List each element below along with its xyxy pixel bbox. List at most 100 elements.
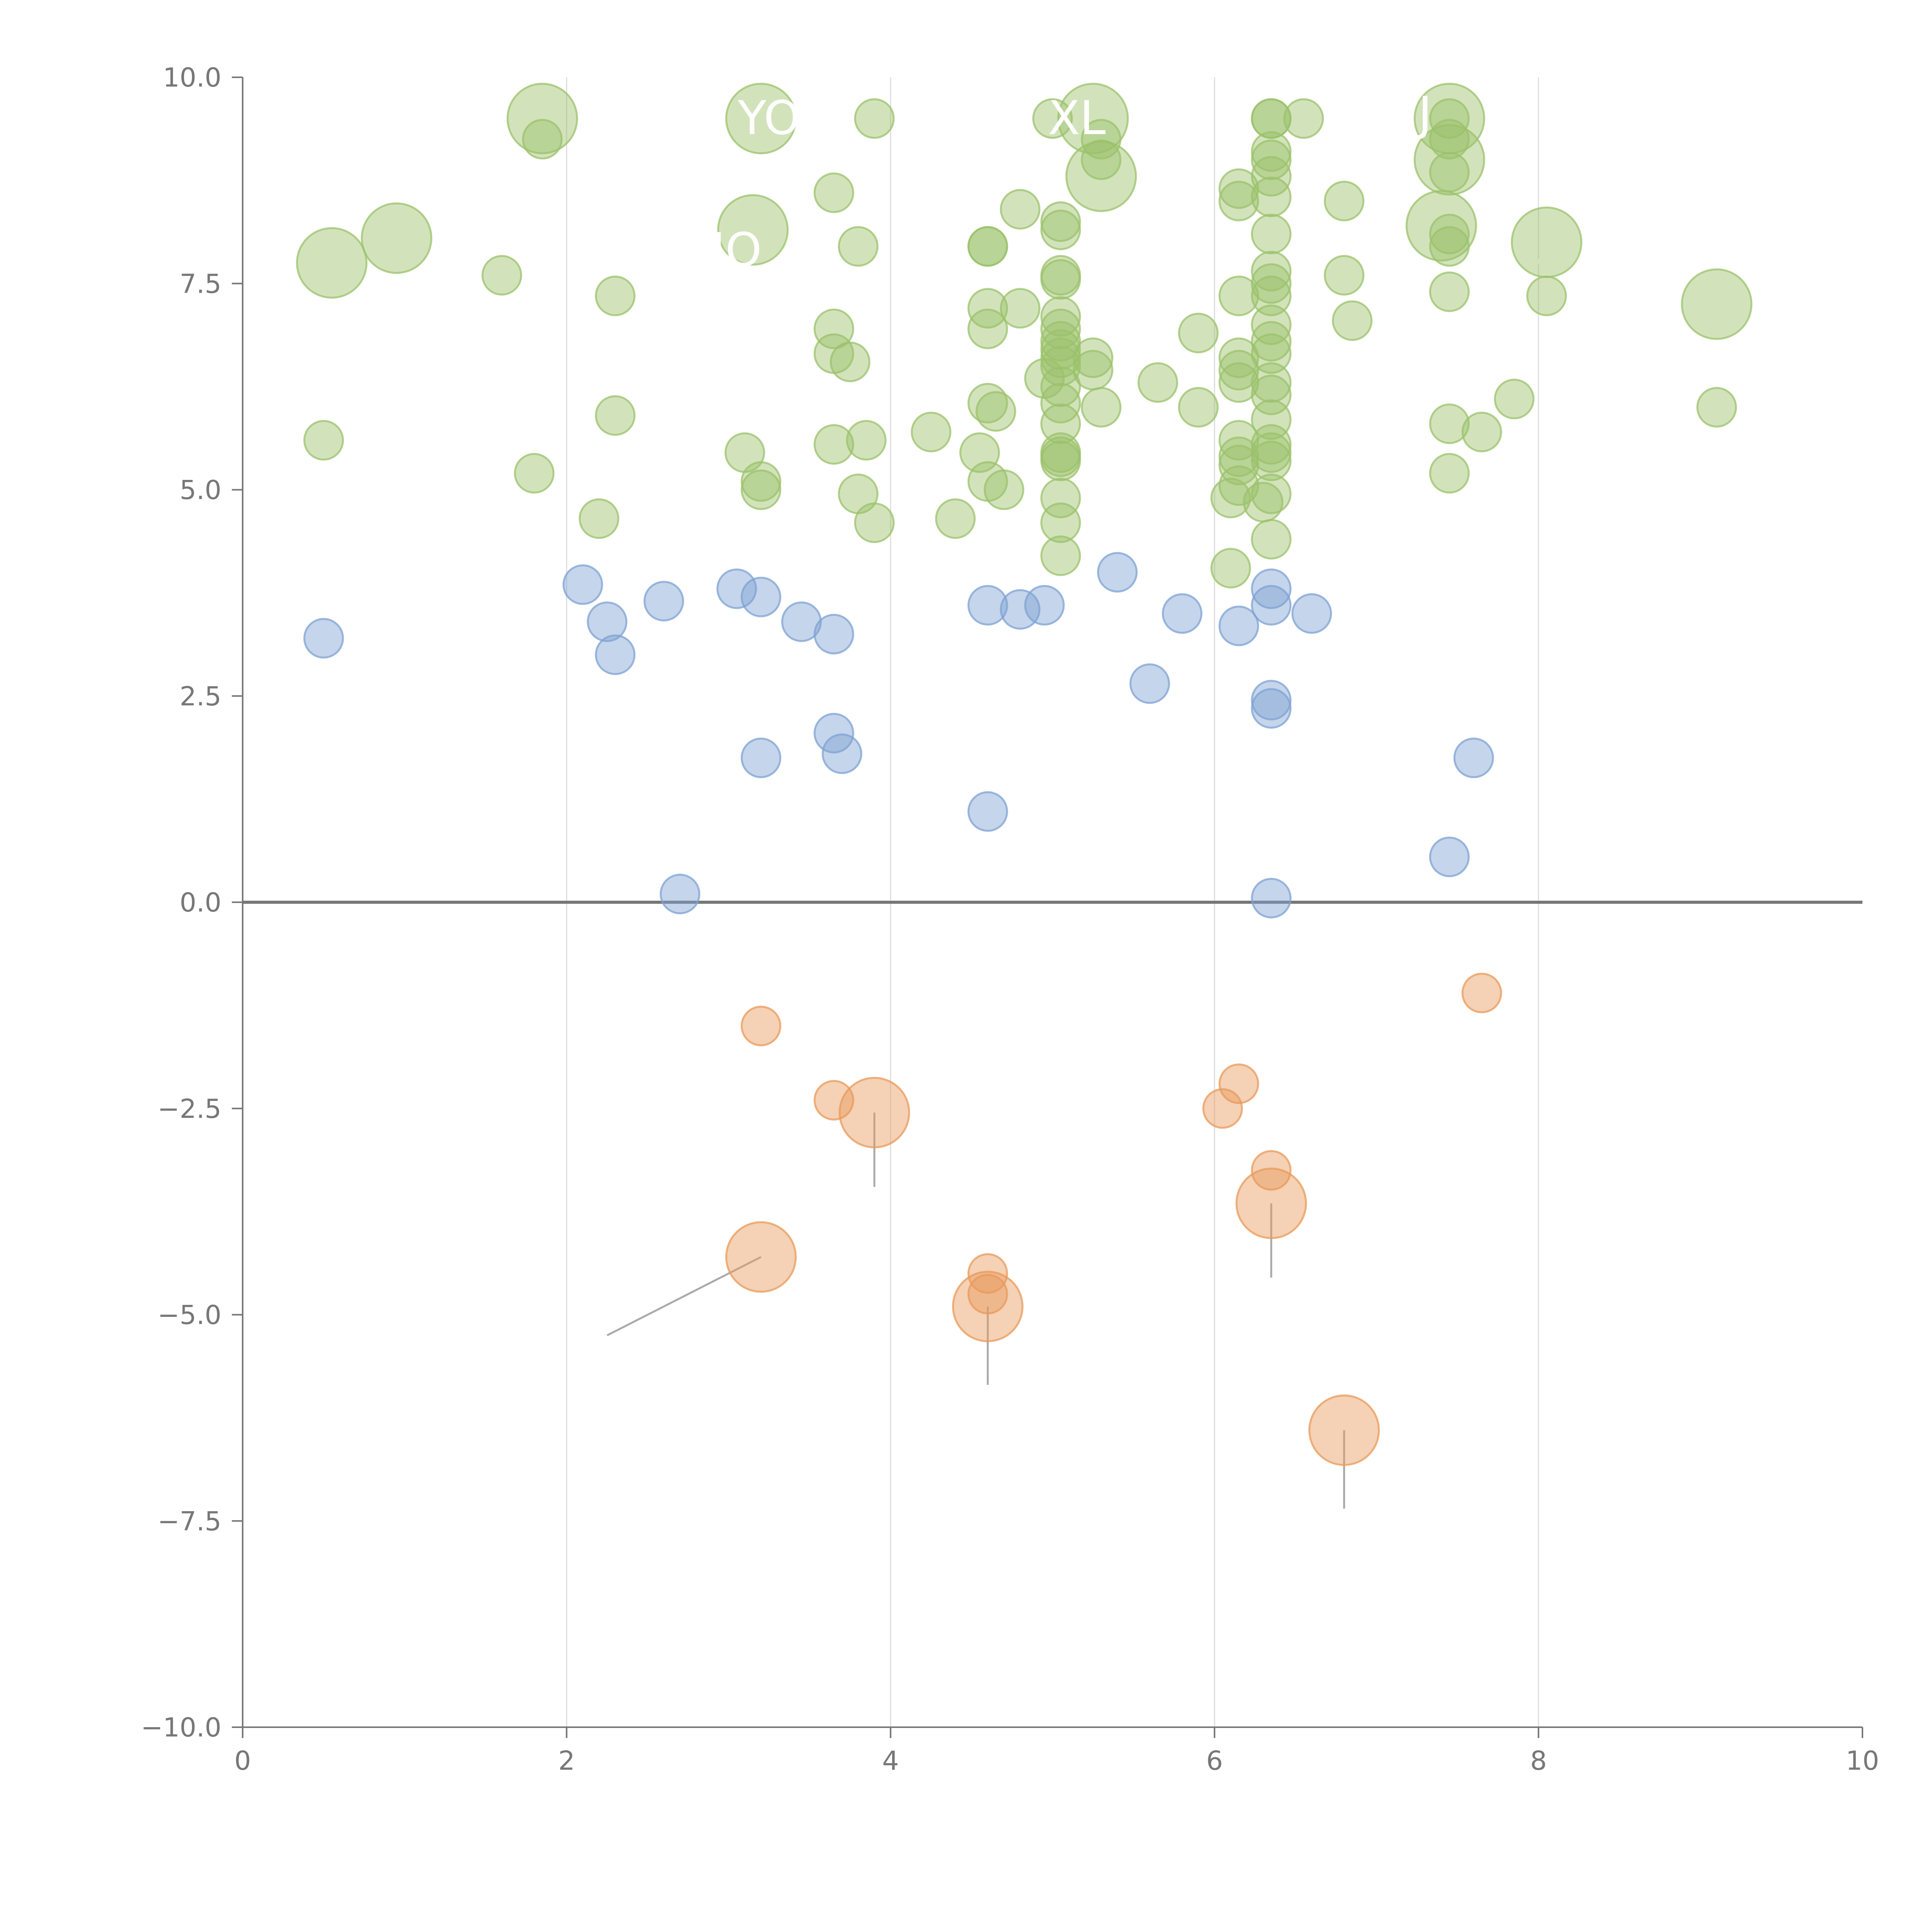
green-bubble <box>507 83 578 155</box>
green-bubble <box>1040 296 1081 337</box>
green-bubble <box>1324 255 1365 296</box>
orange-bubble <box>838 1077 910 1148</box>
green-bubble <box>1040 345 1081 386</box>
green-bubble <box>1251 424 1292 465</box>
y-tick-label: 2.5 <box>180 681 221 712</box>
y-tick-label: 10.0 <box>163 63 221 93</box>
green-bubble <box>361 202 432 274</box>
leader-line <box>1521 242 1548 301</box>
green-bubble <box>1218 180 1259 221</box>
green-bubble <box>725 83 797 155</box>
green-bubble <box>1218 420 1259 461</box>
green-bubble <box>1251 399 1292 440</box>
axes: 0 2 4 6 8 10 −10.0 −7.5 −5.0 −2.5 0.0 2.5 5.0 7.5 10.0 <box>141 63 1879 1776</box>
green-bubble <box>1429 271 1470 312</box>
x-tick-label: 10 <box>1846 1746 1879 1776</box>
green-bubble <box>1040 259 1081 300</box>
bubble-annotation: XL <box>1048 92 1105 145</box>
green-bubble <box>975 391 1016 432</box>
bubble-annotation: J <box>1415 87 1432 141</box>
green-bubble <box>1324 180 1365 221</box>
blue-bubble <box>1097 552 1138 593</box>
green-bubble <box>1040 478 1081 519</box>
green-bubble <box>1065 140 1137 212</box>
green-bubble <box>838 226 879 267</box>
green-bubble <box>1218 444 1259 485</box>
green-bubble <box>1178 387 1219 428</box>
green-bubble <box>1405 190 1477 262</box>
green-bubble <box>1251 333 1292 374</box>
blue-bubble <box>967 791 1008 832</box>
green-bubble <box>1526 276 1567 316</box>
green-bubble <box>1137 362 1178 403</box>
x-tick-label: 0 <box>234 1746 251 1776</box>
blue-bubble <box>716 568 757 609</box>
y-tick-label: 0.0 <box>180 888 221 918</box>
green-bubble <box>578 498 619 539</box>
green-bubble <box>1332 300 1373 341</box>
y-tick-label: 7.5 <box>180 269 221 299</box>
leader-lines <box>331 118 1718 1509</box>
orange-bubble <box>1251 1150 1292 1191</box>
green-bubble <box>1429 453 1470 494</box>
y-tick-label: −2.5 <box>158 1094 221 1124</box>
y-tick-label: −10.0 <box>141 1713 221 1743</box>
green-bubble <box>1251 374 1292 415</box>
blue-bubble <box>781 601 822 642</box>
orange-bubble <box>967 1253 1008 1294</box>
x-tick-label: 2 <box>558 1746 575 1776</box>
green-bubble <box>1251 251 1292 292</box>
blue-bubble <box>1024 585 1065 626</box>
green-bubble <box>1040 308 1081 349</box>
blue-bubble <box>1453 737 1494 778</box>
green-bubble <box>1218 350 1259 391</box>
blue-bubble <box>967 585 1008 626</box>
green-bubble <box>1429 226 1470 267</box>
orange-bubble <box>967 1274 1008 1315</box>
y-tick-label: 5.0 <box>180 475 221 506</box>
green-bubble <box>1040 383 1081 423</box>
green-bubble <box>1040 440 1081 481</box>
orange-bubble <box>1218 1063 1259 1104</box>
green-bubble <box>1429 98 1470 139</box>
green-bubble <box>1040 337 1081 378</box>
orange-bubble <box>1308 1394 1380 1466</box>
blue-bubble <box>1251 680 1292 721</box>
blue-bubble <box>813 713 854 753</box>
green-bubble <box>1040 535 1081 576</box>
blue-bubble <box>813 614 854 655</box>
green-bubble <box>1429 403 1470 444</box>
green-bubble <box>481 255 522 296</box>
green-bubble <box>1040 321 1081 362</box>
x-tick-label: 4 <box>882 1746 899 1776</box>
blue-bubble <box>740 737 781 778</box>
green-bubble <box>1251 440 1292 481</box>
green-bubble <box>1040 403 1081 444</box>
green-bubble <box>1251 362 1292 403</box>
green-bubble <box>1081 387 1122 428</box>
orange-bubble <box>1235 1167 1307 1239</box>
green-bubble <box>830 342 871 383</box>
green-bubble <box>1040 502 1081 543</box>
leader-line <box>980 175 1102 194</box>
leader-line <box>1708 304 1718 362</box>
green-bubble <box>854 98 895 139</box>
blue-bubble <box>1129 663 1170 704</box>
green-bubble <box>1081 139 1122 180</box>
green-bubble <box>1429 152 1470 193</box>
green-bubble <box>595 276 636 316</box>
green-bubble <box>1461 412 1502 452</box>
green-bubble <box>1251 304 1292 345</box>
blue-bubble <box>821 733 862 774</box>
green-bubble <box>1251 156 1292 197</box>
leader-line <box>752 118 762 193</box>
green-bubble <box>1251 321 1292 362</box>
blue-bubble <box>660 874 701 915</box>
orange-bubble <box>725 1221 797 1293</box>
green-bubble <box>1218 465 1259 506</box>
green-bubble <box>813 424 854 465</box>
green-bubble <box>1210 478 1251 519</box>
green-bubble <box>740 461 781 502</box>
green-bubble <box>1251 473 1292 514</box>
